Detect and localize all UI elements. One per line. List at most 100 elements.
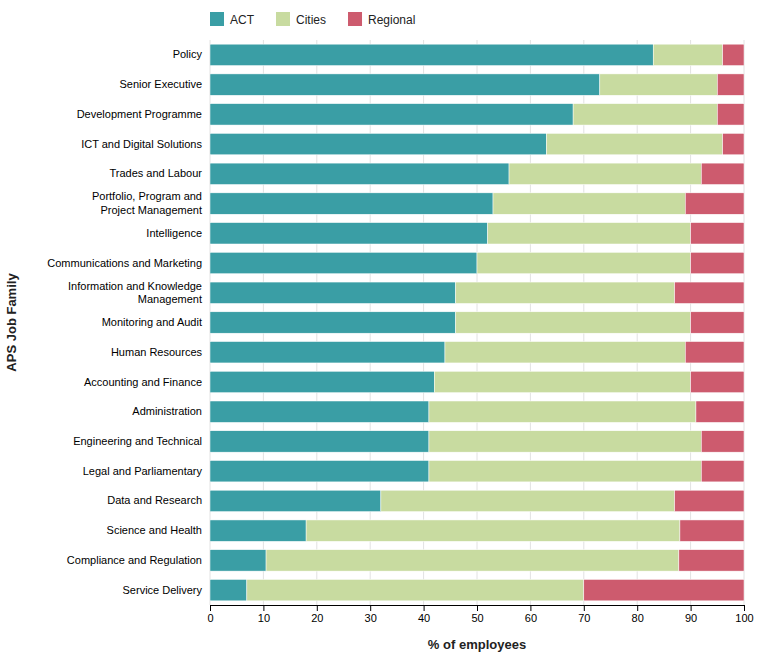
bar bbox=[210, 252, 477, 273]
y-tick-label: Portfolio, Program andProject Management bbox=[92, 190, 202, 215]
bar bbox=[210, 460, 429, 481]
bar bbox=[653, 44, 722, 65]
y-tick: Intelligence bbox=[146, 227, 202, 239]
bar bbox=[691, 252, 744, 273]
bar bbox=[717, 104, 744, 125]
x-tick-label: 100 bbox=[735, 612, 753, 624]
x-tick-label: 90 bbox=[685, 612, 697, 624]
y-tick-label: Intelligence bbox=[146, 227, 202, 239]
x-tick-mark bbox=[317, 605, 318, 611]
x-tick-label: 40 bbox=[418, 612, 430, 624]
bar bbox=[488, 223, 691, 244]
x-tick-label: 50 bbox=[471, 612, 483, 624]
bar bbox=[210, 371, 434, 392]
y-tick: Portfolio, Program andProject Management bbox=[92, 190, 202, 215]
x-tick-label: 10 bbox=[258, 612, 270, 624]
series bbox=[584, 44, 744, 601]
bar bbox=[701, 431, 744, 452]
y-tick-label: Legal and Parliamentary bbox=[83, 465, 203, 477]
bar bbox=[210, 550, 266, 571]
bar bbox=[701, 460, 744, 481]
bar bbox=[723, 44, 744, 65]
y-tick: Service Delivery bbox=[123, 584, 203, 596]
bar bbox=[685, 342, 744, 363]
x-tick-label: 0 bbox=[207, 612, 213, 624]
legend: ACTCitiesRegional bbox=[210, 12, 415, 27]
bar bbox=[434, 371, 690, 392]
x-tick: 90 bbox=[685, 605, 697, 624]
y-tick: Communications and Marketing bbox=[47, 257, 202, 269]
x-tick-label: 20 bbox=[311, 612, 323, 624]
bar bbox=[210, 520, 306, 541]
bar bbox=[445, 342, 685, 363]
bar bbox=[456, 312, 691, 333]
y-tick-label: Data and Research bbox=[107, 494, 202, 506]
bar bbox=[701, 163, 744, 184]
x-tick: 100 bbox=[735, 605, 753, 624]
y-tick: Legal and Parliamentary bbox=[83, 465, 203, 477]
x-tick: 60 bbox=[525, 605, 537, 624]
y-tick: Accounting and Finance bbox=[84, 375, 202, 387]
bar bbox=[429, 460, 701, 481]
y-tick-label: Development Programme bbox=[77, 108, 202, 120]
bar bbox=[210, 133, 546, 154]
bar bbox=[691, 223, 744, 244]
legend-label: ACT bbox=[230, 13, 255, 27]
x-axis-line bbox=[211, 606, 745, 612]
y-tick-label: Information and KnowledgeManagement bbox=[68, 280, 202, 305]
x-tick: 20 bbox=[311, 605, 323, 624]
bar bbox=[680, 520, 744, 541]
x-tick: 0 bbox=[207, 605, 213, 624]
legend-label: Cities bbox=[296, 13, 326, 27]
y-tick: Information and KnowledgeManagement bbox=[68, 280, 202, 305]
y-tick: Trades and Labour bbox=[109, 167, 202, 179]
x-tick-mark bbox=[530, 605, 531, 611]
bar bbox=[546, 133, 722, 154]
x-tick: 80 bbox=[632, 605, 644, 624]
bar bbox=[717, 74, 744, 95]
x-tick-mark bbox=[424, 605, 425, 611]
y-tick: Human Resources bbox=[111, 346, 203, 358]
series bbox=[247, 44, 723, 601]
bar bbox=[210, 342, 445, 363]
bar bbox=[210, 163, 509, 184]
y-tick-label: Engineering and Technical bbox=[73, 435, 202, 447]
y-tick: Development Programme bbox=[77, 108, 202, 120]
x-tick-mark bbox=[637, 605, 638, 611]
x-tick-label: 70 bbox=[578, 612, 590, 624]
x-axis: 0 10 20 30 40 50 60 70 80 90 100 bbox=[207, 605, 753, 624]
bar bbox=[210, 223, 488, 244]
bar bbox=[210, 431, 429, 452]
x-tick-mark bbox=[584, 605, 585, 611]
y-tick-label: Service Delivery bbox=[123, 584, 203, 596]
y-tick-label: Senior Executive bbox=[119, 78, 202, 90]
x-tick-label: 60 bbox=[525, 612, 537, 624]
y-tick-label: Compliance and Regulation bbox=[67, 554, 202, 566]
x-tick: 30 bbox=[365, 605, 377, 624]
y-tick: Engineering and Technical bbox=[73, 435, 202, 447]
legend-item: Cities bbox=[276, 12, 326, 27]
bar bbox=[266, 550, 679, 571]
y-tick-label: Monitoring and Audit bbox=[102, 316, 202, 328]
legend-swatch bbox=[276, 12, 290, 26]
y-tick: Senior Executive bbox=[119, 78, 202, 90]
x-tick-mark bbox=[263, 605, 264, 611]
x-tick-mark bbox=[691, 605, 692, 611]
chart: 0102030405060708090100PolicySenior Execu… bbox=[0, 0, 768, 661]
bar bbox=[509, 163, 701, 184]
bar bbox=[210, 282, 456, 303]
y-tick: Data and Research bbox=[107, 494, 202, 506]
legend-swatch bbox=[348, 12, 362, 26]
x-tick-mark bbox=[370, 605, 371, 611]
y-axis-title: APS Job Family bbox=[4, 273, 19, 372]
bar bbox=[584, 579, 744, 600]
y-tick-label: Science and Health bbox=[107, 524, 202, 536]
bar bbox=[675, 490, 744, 511]
bar bbox=[723, 133, 744, 154]
x-tick-mark bbox=[210, 605, 211, 611]
y-tick-label: Human Resources bbox=[111, 346, 203, 358]
x-tick: 10 bbox=[258, 605, 270, 624]
bar bbox=[696, 401, 744, 422]
y-tick-label: Communications and Marketing bbox=[47, 257, 202, 269]
bar bbox=[247, 579, 584, 600]
